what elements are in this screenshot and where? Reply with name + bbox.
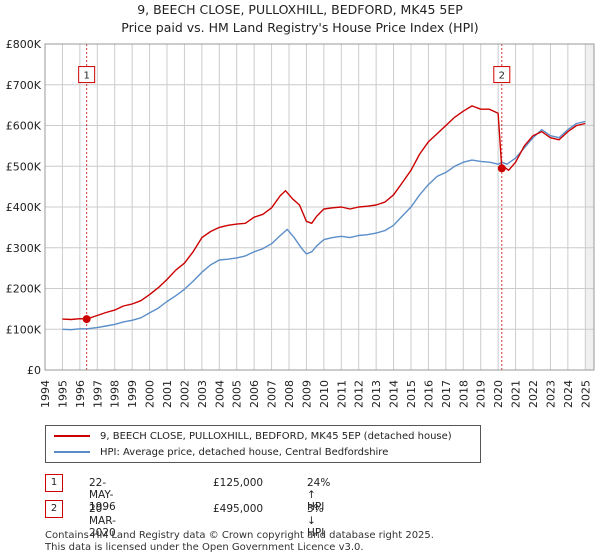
x-tick-label: 2009 <box>300 380 313 408</box>
legend-item-property: 9, BEECH CLOSE, PULLOXHILL, BEDFORD, MK4… <box>54 428 452 444</box>
legend-label-hpi: HPI: Average price, detached house, Cent… <box>100 446 389 458</box>
x-tick-label: 2014 <box>388 380 401 408</box>
x-tick-label: 2016 <box>422 380 435 408</box>
x-tick-label: 2019 <box>475 380 488 408</box>
sale-markers <box>82 164 506 324</box>
sale-badge <box>78 66 96 84</box>
x-tick-label: 2005 <box>231 380 244 408</box>
x-tick-label: 2020 <box>492 380 505 408</box>
transaction-date: 20-MAR-2020 <box>89 503 116 539</box>
x-tick-label: 2023 <box>544 380 557 408</box>
footer-licence: This data is licensed under the Open Gov… <box>45 542 364 553</box>
hpi-line <box>62 120 586 331</box>
footer: Contains HM Land Registry data © Crown c… <box>45 530 434 554</box>
transaction-number-badge: 2 <box>45 500 63 518</box>
x-tick-label: 2017 <box>440 380 453 408</box>
transaction-number-badge: 1 <box>45 474 63 492</box>
x-tick-label: 2025 <box>579 380 592 408</box>
x-tick-label: 2011 <box>335 380 348 408</box>
plot-frame <box>44 43 595 371</box>
legend-item-hpi: HPI: Average price, detached house, Cent… <box>54 444 388 460</box>
chart-title: 9, BEECH CLOSE, PULLOXHILL, BEDFORD, MK4… <box>137 2 463 17</box>
transaction-hpi-diff: 24% ↑ HPI <box>307 477 331 513</box>
x-tick-label: 2004 <box>213 380 226 408</box>
x-tick-label: 2008 <box>283 380 296 408</box>
y-tick-label: £700K <box>6 79 42 92</box>
legend-label-property: 9, BEECH CLOSE, PULLOXHILL, BEDFORD, MK4… <box>100 430 452 442</box>
x-tick-label: 2010 <box>318 380 331 408</box>
transaction-price: £495,000 <box>213 503 264 515</box>
y-tick-label: £0 <box>27 364 41 377</box>
y-tick-label: £100K <box>6 323 42 336</box>
x-tick-label: 2015 <box>405 380 418 408</box>
transaction-date: 22-MAY-1996 <box>89 477 116 513</box>
y-tick-label: £600K <box>6 120 42 133</box>
chart-subtitle: Price paid vs. HM Land Registry's House … <box>121 20 479 35</box>
x-tick-label: 2024 <box>562 380 575 408</box>
x-tick-label: 1995 <box>56 380 69 408</box>
transaction-price: £125,000 <box>213 477 264 489</box>
legend: 9, BEECH CLOSE, PULLOXHILL, BEDFORD, MK4… <box>45 425 481 463</box>
y-tick-label: £400K <box>6 201 42 214</box>
sale-point <box>82 315 91 324</box>
sale-point <box>497 164 506 173</box>
x-tick-label: 2013 <box>370 380 383 408</box>
x-tick-label: 2021 <box>510 380 523 408</box>
footer-copyright: Contains HM Land Registry data © Crown c… <box>45 530 434 541</box>
x-tick-label: 2007 <box>266 380 279 408</box>
y-tick-label: £300K <box>6 242 42 255</box>
sale-badge-label: 2 <box>499 71 505 82</box>
x-tick-label: 2003 <box>196 380 209 408</box>
sale-badge <box>493 66 511 84</box>
axes: £0 £100K £200K £300K £400K £500K £600K £700K £80… <box>6 38 595 408</box>
x-tick-label: 2000 <box>144 380 157 408</box>
y-tick-label: £800K <box>6 38 42 51</box>
x-tick-label: 1996 <box>74 380 87 408</box>
x-tick-label: 1997 <box>91 380 104 408</box>
x-tick-label: 2001 <box>161 380 174 408</box>
x-tick-label: 2018 <box>457 380 470 408</box>
x-tick-label: 2002 <box>178 380 191 408</box>
x-tick-label: 2006 <box>248 380 261 408</box>
sale-badge-label: 1 <box>83 71 89 82</box>
x-tick-label: 2022 <box>527 380 540 408</box>
transaction-hpi-diff: 3% ↓ HPI <box>307 503 325 539</box>
y-tick-label: £500K <box>6 160 42 173</box>
x-tick-label: 1994 <box>39 380 52 408</box>
y-tick-label: £200K <box>6 283 42 296</box>
x-tick-label: 2012 <box>353 380 366 408</box>
x-tick-label: 1999 <box>126 380 139 408</box>
legend-swatch-hpi <box>54 451 90 453</box>
x-tick-label: 1998 <box>109 380 122 408</box>
legend-swatch-property <box>54 435 90 437</box>
